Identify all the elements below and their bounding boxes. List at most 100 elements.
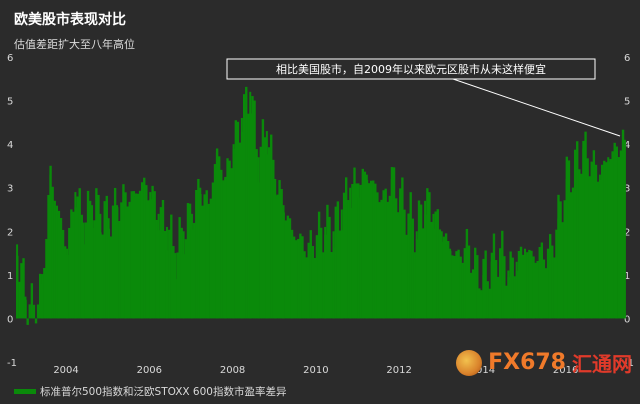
data-bar <box>236 121 240 319</box>
data-bar <box>78 188 81 319</box>
chart-subtitle: 估值差距扩大至八年高位 <box>14 38 135 51</box>
data-bar <box>367 183 371 319</box>
data-bar <box>188 203 192 319</box>
data-point-bar <box>332 231 335 319</box>
data-bar <box>59 218 63 319</box>
data-bar <box>22 258 25 319</box>
data-bar <box>88 200 92 319</box>
data-bar <box>111 205 115 319</box>
data-bar <box>105 195 108 319</box>
data-bar <box>409 192 412 319</box>
data-bar <box>401 177 404 319</box>
data-bar <box>342 192 346 319</box>
data-bar <box>553 257 556 319</box>
data-bar <box>18 281 21 319</box>
data-point-bar <box>49 174 52 319</box>
data-point-bar <box>299 240 302 319</box>
data-point-bar <box>424 200 427 319</box>
data-point-bar <box>590 161 593 319</box>
data-bar <box>145 185 148 319</box>
data-bar <box>536 260 539 319</box>
data-point-bar <box>374 187 377 319</box>
data-bar <box>442 236 446 319</box>
data-bar <box>134 193 138 319</box>
data-bar <box>286 215 290 319</box>
y-tick-label-right: 3 <box>624 184 630 195</box>
data-bar <box>201 205 204 319</box>
data-bar <box>53 200 56 319</box>
x-tick-label: 2004 <box>53 365 78 376</box>
data-bar <box>113 187 117 319</box>
data-bar <box>492 233 496 319</box>
y-tick-label-left: 1 <box>7 271 13 282</box>
data-bar <box>163 230 167 319</box>
data-bar <box>147 200 150 319</box>
data-bar <box>561 222 564 319</box>
y-tick-label-right: 2 <box>624 227 630 238</box>
data-point-bar <box>548 253 551 319</box>
data-bar <box>93 220 96 319</box>
data-bar <box>178 217 181 319</box>
data-bar <box>538 246 541 319</box>
data-bar <box>288 218 292 319</box>
y-tick-label-left: 3 <box>7 184 13 195</box>
data-point-bar <box>116 205 118 319</box>
data-point-bar <box>315 235 318 319</box>
data-bar <box>436 209 439 319</box>
data-point-bar <box>507 270 510 319</box>
y-tick-label-left: 0 <box>7 314 13 325</box>
data-bar <box>193 222 196 319</box>
data-bar <box>101 234 104 319</box>
data-bar <box>384 188 387 319</box>
data-point-bar <box>357 183 360 319</box>
data-point-bar <box>16 244 19 319</box>
data-point-bar <box>573 165 576 319</box>
data-bar <box>55 205 59 319</box>
watermark-brand-cn: 汇通网 <box>572 352 632 376</box>
annotation-text: 相比美国股市，自2009年以来欧元区股市从未这样便宜 <box>276 62 546 76</box>
data-point-bar <box>623 139 626 319</box>
data-bar <box>509 251 512 319</box>
data-point-bar <box>524 248 526 319</box>
data-bar <box>494 260 498 319</box>
data-bar <box>544 268 548 319</box>
data-bar <box>546 248 550 319</box>
y-tick-label-right: 5 <box>624 97 630 108</box>
data-bar <box>359 184 362 319</box>
data-bar <box>51 186 54 319</box>
data-point-bar <box>41 283 44 319</box>
data-bar <box>213 164 217 319</box>
data-bar <box>542 259 546 319</box>
data-bar <box>469 272 473 319</box>
data-bar <box>228 160 231 319</box>
data-point-bar <box>265 131 268 319</box>
data-point-bar <box>582 148 585 319</box>
annotation-box <box>226 58 596 80</box>
data-point-bar <box>249 91 252 319</box>
data-point-bar <box>474 266 477 319</box>
data-bar <box>197 178 200 319</box>
data-bar <box>559 201 562 319</box>
data-bar <box>334 206 337 319</box>
data-bar <box>455 251 458 319</box>
data-bar <box>20 263 23 319</box>
data-bar <box>505 285 508 319</box>
data-bar <box>172 246 175 319</box>
legend-swatch <box>14 389 36 394</box>
data-point-bar <box>449 248 452 319</box>
data-point-bar <box>99 213 102 319</box>
data-point-bar <box>132 196 135 319</box>
data-bar <box>84 222 88 319</box>
data-bar <box>569 192 573 319</box>
data-bar <box>413 252 417 319</box>
data-bar <box>242 94 246 319</box>
data-bar <box>338 230 342 319</box>
data-point-bar <box>532 257 535 319</box>
data-bar <box>126 206 129 319</box>
data-bar <box>118 220 121 319</box>
data-bar <box>295 240 298 319</box>
data-point-bar <box>190 213 193 319</box>
data-bar <box>417 200 421 319</box>
data-bar <box>138 190 142 319</box>
data-bar <box>122 184 125 319</box>
